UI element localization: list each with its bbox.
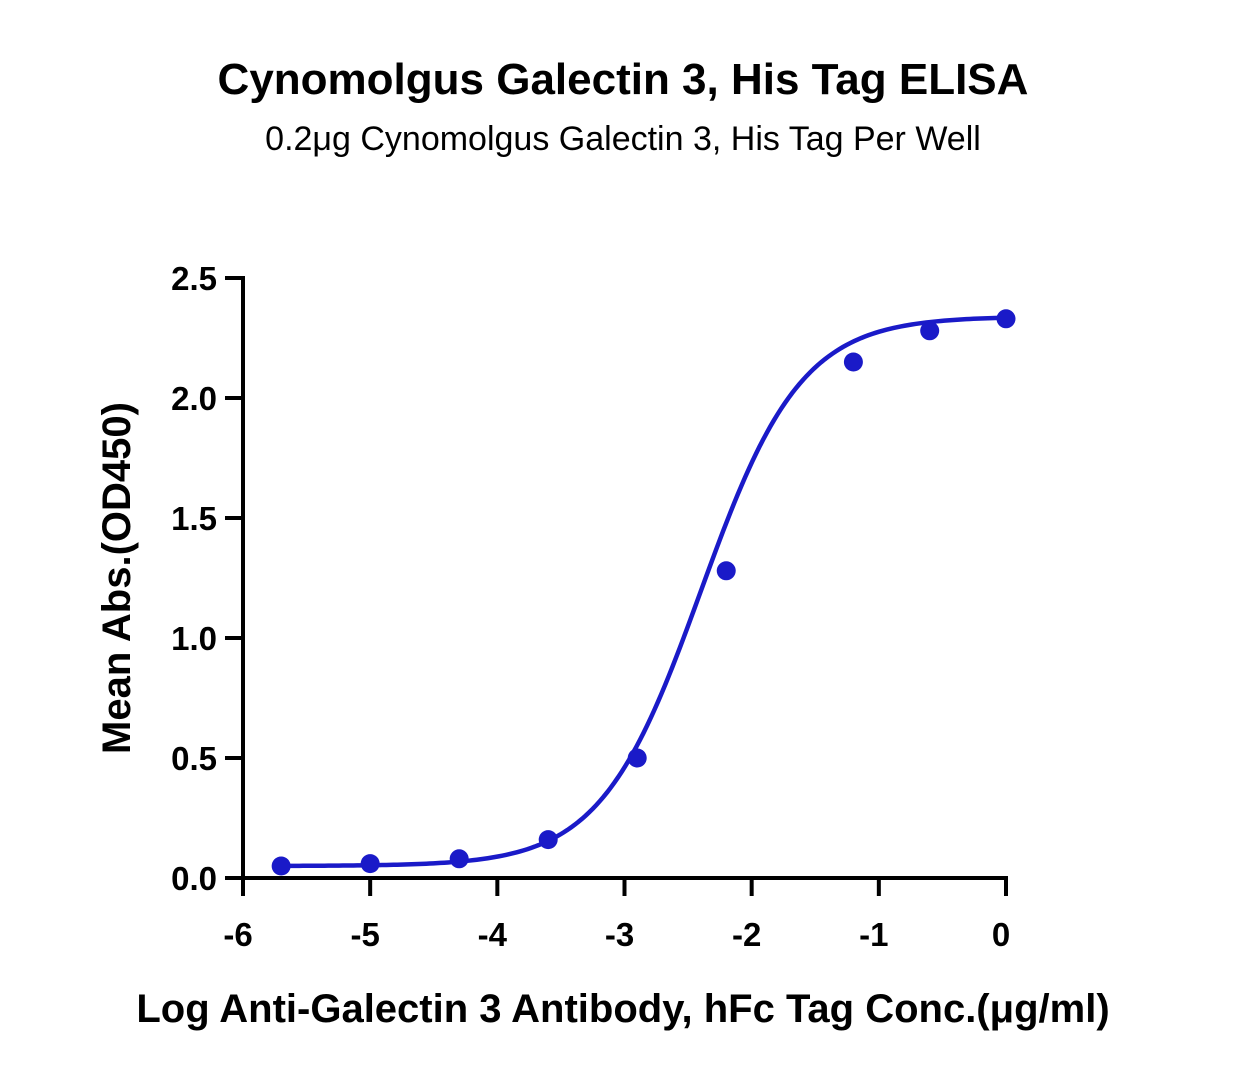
y-tick-label: 0.5 xyxy=(171,740,217,777)
data-point xyxy=(716,561,736,581)
x-tick-label: 0 xyxy=(992,916,1010,953)
data-point xyxy=(996,309,1016,329)
data-point xyxy=(449,849,469,869)
y-tick-label: 1.0 xyxy=(171,620,217,657)
x-axis-ticks: -6 -5 -4 -3 -2 -1 0 xyxy=(223,878,1010,953)
chart-subtitle: 0.2μg Cynomolgus Galectin 3, His Tag Per… xyxy=(265,120,981,158)
data-points xyxy=(271,309,1016,876)
data-point xyxy=(360,854,380,874)
x-tick-label: -5 xyxy=(350,916,379,953)
data-point xyxy=(271,856,291,876)
x-tick-label: -1 xyxy=(859,916,888,953)
x-tick-label: -4 xyxy=(478,916,508,953)
y-tick-label: 2.0 xyxy=(171,380,217,417)
chart-title: Cynomolgus Galectin 3, His Tag ELISA xyxy=(218,55,1029,104)
x-axis-label: Log Anti-Galectin 3 Antibody, hFc Tag Co… xyxy=(136,987,1109,1031)
x-tick-label: -3 xyxy=(605,916,634,953)
x-tick-label: -2 xyxy=(732,916,761,953)
y-tick-label: 0.0 xyxy=(171,860,217,897)
y-axis-label: Mean Abs.(OD450) xyxy=(95,402,139,754)
data-point xyxy=(627,748,647,768)
data-point xyxy=(843,352,863,372)
x-tick-label: -6 xyxy=(223,916,252,953)
fit-curve xyxy=(278,315,1009,869)
axes xyxy=(241,276,1008,880)
y-axis-ticks: 0.0 0.5 1.0 1.5 2.0 2.5 xyxy=(171,260,243,897)
y-tick-label: 1.5 xyxy=(171,500,217,537)
data-point xyxy=(538,830,558,850)
data-point xyxy=(920,321,940,341)
y-tick-label: 2.5 xyxy=(171,260,217,297)
